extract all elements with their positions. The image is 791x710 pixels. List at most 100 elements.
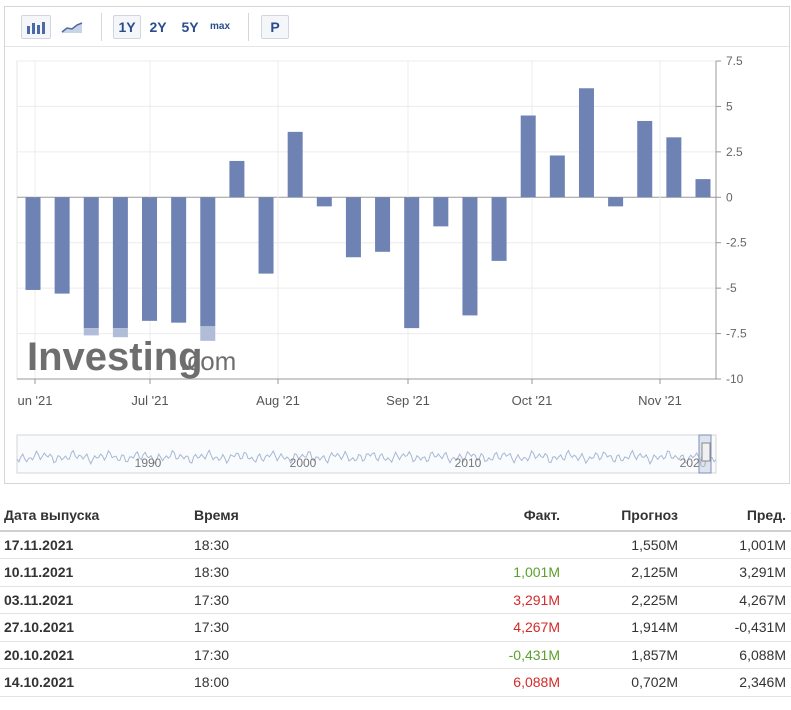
y-tick-label: 7.5 <box>726 54 743 68</box>
cell-forecast: 1,550M <box>560 531 678 559</box>
y-tick-label: -2.5 <box>726 236 747 250</box>
bar-chart-icon <box>26 20 46 34</box>
cell-time: 18:30 <box>190 531 370 559</box>
table-row: 03.11.2021 17:30 3,291M 2,225M 4,267M <box>0 586 791 614</box>
x-tick-label: Sep '21 <box>386 393 430 408</box>
toolbar-divider <box>248 13 249 41</box>
chart-bar[interactable] <box>608 197 624 207</box>
navigator-year-label: 1990 <box>135 456 162 470</box>
cell-forecast: 0,702M <box>560 668 678 697</box>
chart-bar[interactable] <box>404 197 420 329</box>
chart-axes: 7.5 5 2.5 0 -2.5 -5 -7.5 -10 un '21 Jul '21 Aug '2… <box>17 54 747 408</box>
forecast-bar-segment[interactable] <box>83 328 99 336</box>
cell-time: 17:30 <box>190 613 370 642</box>
chart-bar[interactable] <box>112 197 128 329</box>
chart-bar[interactable] <box>695 179 711 198</box>
chart-bar[interactable] <box>142 197 158 321</box>
cell-actual: -0,431M <box>370 641 560 669</box>
header-time[interactable]: Время <box>190 500 370 532</box>
chart-bar[interactable] <box>200 197 216 327</box>
chart-bar[interactable] <box>491 197 507 261</box>
cell-date: 17.11.2021 <box>0 531 190 559</box>
p-button-label: P <box>270 19 280 35</box>
range-max-button[interactable]: max <box>209 21 230 32</box>
cell-date: 10.11.2021 <box>0 558 190 587</box>
cell-actual: 4,267M <box>370 613 560 642</box>
x-tick-label: Aug '21 <box>256 393 300 408</box>
navigator-series-line <box>16 449 717 465</box>
chart-panel: 1Y 2Y 5Y max P 7.5 5 2.5 0 -2.5 -5 -7.5 -10 un '… <box>4 6 790 484</box>
cell-previous: -0,431M <box>678 613 791 642</box>
cell-date: 14.10.2021 <box>0 668 190 697</box>
chart-bar[interactable] <box>666 137 682 198</box>
cell-previous: 1,001M <box>678 531 791 559</box>
chart-bar[interactable] <box>83 197 99 329</box>
area-chart-type-button[interactable] <box>57 15 87 39</box>
cell-forecast: 2,225M <box>560 586 678 614</box>
cell-time: 17:30 <box>190 641 370 669</box>
cell-forecast: 2,125M <box>560 558 678 587</box>
toolbar-divider <box>101 13 102 41</box>
navigator-year-label: 2010 <box>455 456 482 470</box>
cell-actual: 1,001M <box>370 558 560 587</box>
chart-bar[interactable] <box>54 197 70 294</box>
cell-previous: 6,088M <box>678 641 791 669</box>
cell-previous: 3,291M <box>678 558 791 587</box>
range-5y-button[interactable]: 5Y <box>181 19 199 35</box>
x-tick-label: Nov '21 <box>638 393 682 408</box>
chart-bar[interactable] <box>171 197 187 323</box>
header-forecast[interactable]: Прогноз <box>560 500 678 532</box>
table-header-row: Дата выпуска Время Факт. Прогноз Пред. <box>0 500 791 532</box>
navigator-handle[interactable] <box>701 442 711 462</box>
chart-bar[interactable] <box>258 197 274 274</box>
chart-grid <box>16 60 717 380</box>
cell-date: 27.10.2021 <box>0 613 190 642</box>
chart-bar[interactable] <box>316 197 332 207</box>
cell-forecast: 1,857M <box>560 641 678 669</box>
navigator-year-label: 2000 <box>290 456 317 470</box>
table-row: 20.10.2021 17:30 -0,431M 1,857M 6,088M <box>0 641 791 669</box>
cell-actual <box>370 531 560 559</box>
releases-table-wrap: Дата выпуска Время Факт. Прогноз Пред. 1… <box>0 500 791 697</box>
releases-table: Дата выпуска Время Факт. Прогноз Пред. 1… <box>0 500 791 697</box>
header-previous[interactable]: Пред. <box>678 500 791 532</box>
chart-bar[interactable] <box>345 197 361 258</box>
chart-toolbar: 1Y 2Y 5Y max P <box>5 7 789 47</box>
p-button[interactable]: P <box>261 15 289 39</box>
header-actual[interactable]: Факт. <box>370 500 560 532</box>
chart-bar[interactable] <box>637 120 653 198</box>
cell-forecast: 1,914M <box>560 613 678 642</box>
range-1y-button[interactable]: 1Y <box>113 15 141 39</box>
y-tick-label: 2.5 <box>726 145 743 159</box>
chart-bar[interactable] <box>462 197 478 316</box>
chart-bar[interactable] <box>287 131 303 198</box>
cell-actual: 6,088M <box>370 668 560 697</box>
y-tick-label: -7.5 <box>726 327 747 341</box>
forecast-bar-segment[interactable] <box>200 326 216 341</box>
bar-chart-type-button[interactable] <box>21 15 51 39</box>
range-1y-label: 1Y <box>118 19 136 35</box>
chart-bar[interactable] <box>549 155 565 198</box>
y-tick-label: 0 <box>726 190 733 204</box>
table-row: 14.10.2021 18:00 6,088M 0,702M 2,346M <box>0 668 791 697</box>
chart-bar[interactable] <box>433 197 449 227</box>
chart-bar[interactable] <box>25 197 41 290</box>
bar-chart: 7.5 5 2.5 0 -2.5 -5 -7.5 -10 un '21 Jul '21 Aug '2… <box>16 54 747 474</box>
x-tick-label: Oct '21 <box>512 393 553 408</box>
chart-bar[interactable] <box>229 160 245 198</box>
header-date[interactable]: Дата выпуска <box>0 500 190 532</box>
forecast-bar-segment[interactable] <box>112 328 128 338</box>
watermark-suffix: .com <box>180 346 236 376</box>
chart-bars <box>25 88 711 341</box>
x-tick-label: Jul '21 <box>131 393 168 408</box>
chart-bar[interactable] <box>520 115 536 198</box>
y-tick-label: 5 <box>726 99 733 113</box>
cell-time: 17:30 <box>190 586 370 614</box>
cell-date: 20.10.2021 <box>0 641 190 669</box>
time-navigator[interactable]: 1990 2000 2010 2020 <box>16 434 717 474</box>
range-2y-button[interactable]: 2Y <box>149 19 167 35</box>
chart-bar[interactable] <box>375 197 391 252</box>
chart-bar[interactable] <box>578 88 594 198</box>
cell-previous: 2,346M <box>678 668 791 697</box>
x-tick-label: un '21 <box>17 393 52 408</box>
